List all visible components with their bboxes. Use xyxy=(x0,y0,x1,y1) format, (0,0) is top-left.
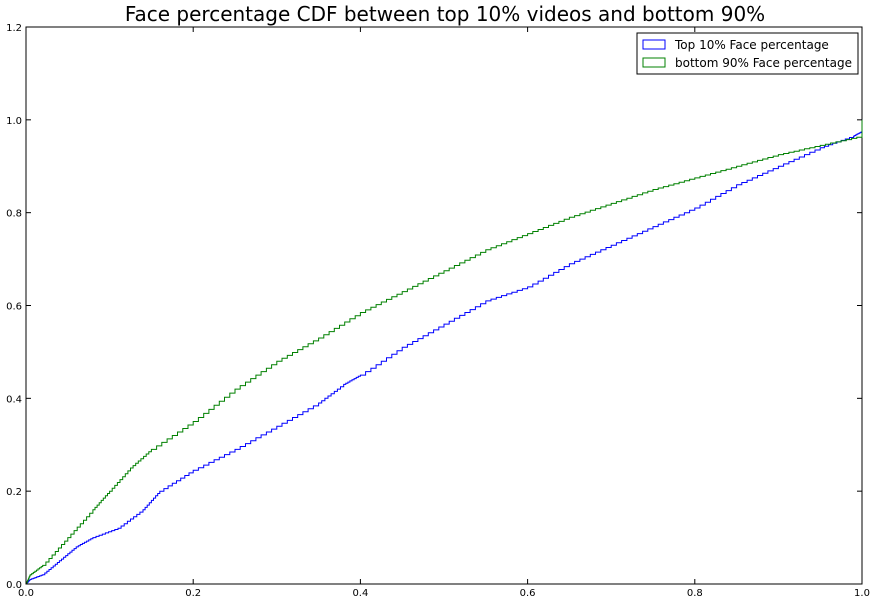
y-tick-label: 1.2 xyxy=(6,23,22,34)
x-tick-label: 0.0 xyxy=(18,588,34,599)
legend-swatch-0 xyxy=(642,39,666,50)
x-tick-label: 0.2 xyxy=(185,588,201,599)
y-tick-label: 0.2 xyxy=(6,487,22,498)
y-tick-label: 0.6 xyxy=(6,302,22,313)
x-tick-label: 0.4 xyxy=(352,588,368,599)
legend-box xyxy=(636,32,859,75)
legend-label-0: Top 10% Face percentage xyxy=(674,38,829,52)
series-layer xyxy=(26,119,863,585)
y-tick-label: 0.0 xyxy=(6,580,22,591)
x-tick-label: 1.0 xyxy=(854,588,870,599)
y-tick-label: 0.4 xyxy=(6,394,22,405)
x-tick-label: 0.6 xyxy=(520,588,536,599)
legend-label-1: bottom 90% Face percentage xyxy=(675,56,852,70)
ticks-layer: 0.0 0.2 0.4 0.6 0.8 1.0 0.0 0.2 0.4 0.6 0.8 1.0 1.2 xyxy=(6,23,870,599)
legend: Top 10% Face percentage bottom 90% Face p… xyxy=(636,32,859,75)
legend-swatch-1 xyxy=(642,57,666,68)
chart-title: Face percentage CDF between top 10% vide… xyxy=(125,2,765,26)
series-line-1 xyxy=(26,119,863,585)
y-tick-label: 1.0 xyxy=(6,116,22,127)
y-tick-label: 0.8 xyxy=(6,209,22,220)
x-tick-label: 0.8 xyxy=(687,588,703,599)
series-line-0 xyxy=(26,119,863,585)
